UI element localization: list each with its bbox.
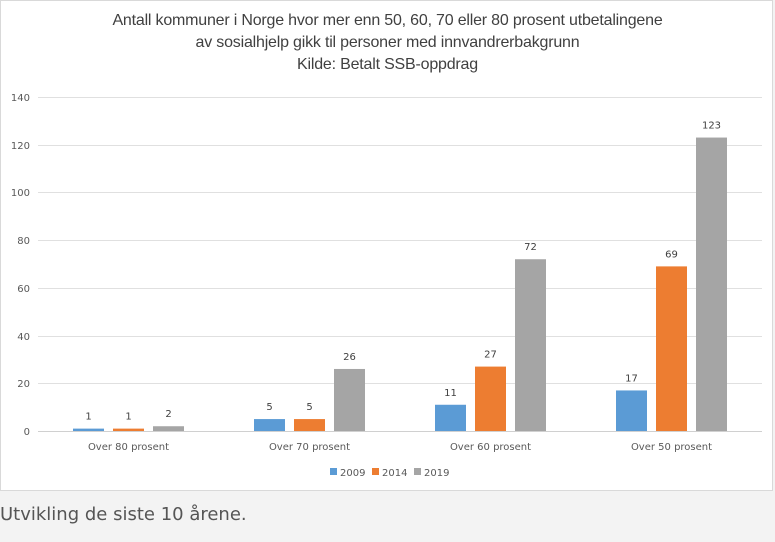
- y-tick-label: 20: [17, 379, 30, 390]
- bars: [73, 137, 727, 432]
- data-label: 11: [444, 388, 457, 399]
- data-label: 1: [125, 412, 131, 423]
- x-category-label: Over 70 prosent: [269, 442, 350, 453]
- x-category-label: Over 50 prosent: [631, 442, 712, 453]
- y-tick-label: 140: [11, 93, 30, 104]
- bar-2019-2: [334, 368, 365, 431]
- data-label: 72: [524, 242, 537, 253]
- y-tick-label: 40: [17, 332, 30, 343]
- y-tick-label: 80: [17, 236, 30, 247]
- bar-2014-4: [656, 266, 687, 431]
- bar-2014-2: [294, 419, 325, 431]
- y-axis-ticks: 0 20 40 60 80 100 120 140: [11, 93, 30, 438]
- legend-label: 2009: [340, 468, 365, 479]
- bar-2014-1: [113, 428, 144, 431]
- data-label: 69: [665, 249, 678, 260]
- legend-label: 2019: [424, 468, 449, 479]
- figure-caption: Utvikling de siste 10 årene.: [0, 504, 247, 525]
- data-label: 123: [702, 121, 721, 132]
- bar-2009-2: [254, 419, 285, 431]
- data-label: 27: [484, 350, 497, 361]
- x-category-label: Over 60 prosent: [450, 442, 531, 453]
- data-label: 2: [165, 409, 171, 420]
- data-label: 5: [266, 402, 272, 413]
- y-tick-label: 100: [11, 188, 30, 199]
- legend-swatch-2014: [372, 468, 379, 475]
- x-axis-categories: Over 80 prosent Over 70 prosent Over 60 pr…: [88, 442, 712, 453]
- chart-title: Antall kommuner i Norge hvor mer enn 50,…: [0, 10, 775, 76]
- x-category-label: Over 80 prosent: [88, 442, 169, 453]
- chart-title-line-2: av sosialhjelp gikk til personer med inn…: [195, 34, 580, 51]
- data-label: 17: [625, 373, 638, 384]
- y-tick-label: 0: [24, 427, 30, 438]
- bar-2019-3: [515, 259, 546, 431]
- chart-title-line-1: Antall kommuner i Norge hvor mer enn 50,…: [112, 12, 663, 29]
- legend-label: 2014: [382, 468, 407, 479]
- data-label: 1: [85, 412, 91, 423]
- legend-swatch-2019: [414, 468, 421, 475]
- bar-2009-4: [616, 390, 647, 431]
- data-label: 26: [343, 352, 356, 363]
- bar-2009-3: [435, 404, 466, 431]
- legend-swatch-2009: [330, 468, 337, 475]
- bar-2009-1: [73, 428, 104, 431]
- gridlines: [38, 97, 762, 432]
- data-label: 5: [306, 402, 312, 413]
- bar-2014-3: [475, 366, 506, 431]
- legend: 2009 2014 2019: [330, 468, 449, 479]
- chart-title-line-3: Kilde: Betalt SSB-oppdrag: [297, 56, 478, 73]
- y-tick-label: 120: [11, 141, 30, 152]
- bar-2019-4: [696, 137, 727, 432]
- y-tick-label: 60: [17, 284, 30, 295]
- bar-2019-1: [153, 426, 184, 431]
